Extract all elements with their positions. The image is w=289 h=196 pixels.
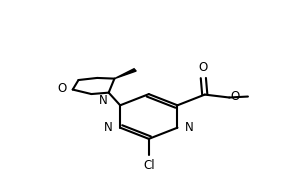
- Text: O: O: [231, 90, 240, 103]
- Text: O: O: [57, 82, 66, 95]
- Text: N: N: [185, 121, 193, 134]
- Polygon shape: [114, 69, 136, 79]
- Text: Cl: Cl: [143, 159, 155, 172]
- Text: N: N: [99, 94, 107, 107]
- Text: O: O: [199, 61, 208, 74]
- Text: N: N: [104, 121, 113, 134]
